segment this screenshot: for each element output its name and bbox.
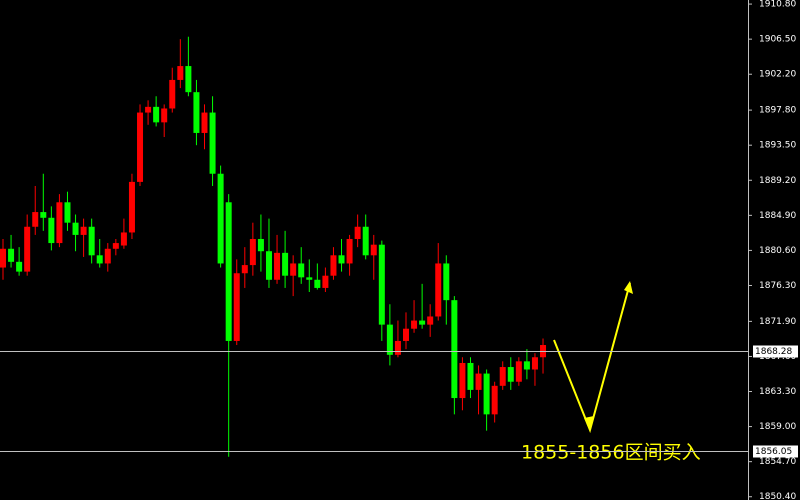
annotation: 1855-1856区间买入 <box>521 442 701 464</box>
candle-body <box>153 106 160 123</box>
y-tick-label: 1906.50 <box>759 35 796 45</box>
candle-body <box>403 328 409 341</box>
y-tick-label: 1880.60 <box>759 246 796 256</box>
candle-body <box>185 66 192 93</box>
candle-body <box>435 263 442 317</box>
candle-body <box>451 300 458 399</box>
candle-body <box>346 238 353 264</box>
candle-body <box>274 252 281 280</box>
arrow-head <box>584 416 594 432</box>
candle-body <box>499 367 506 386</box>
y-tick-label: 1850.40 <box>759 492 796 500</box>
arrow-head <box>624 281 633 294</box>
price-label: 1856.05 <box>755 447 792 457</box>
y-tick-label: 1893.50 <box>759 141 796 151</box>
candle-body <box>314 279 321 288</box>
candle-body <box>290 263 297 276</box>
candle-body <box>354 226 361 239</box>
y-tick-label: 1859.00 <box>759 422 796 432</box>
candle-body <box>362 226 369 256</box>
candle-body <box>394 340 401 355</box>
candle-body <box>0 248 6 268</box>
candle-body <box>40 212 47 218</box>
y-tick-label: 1884.90 <box>759 211 796 221</box>
candle-body <box>507 367 514 382</box>
candle-body <box>112 243 119 249</box>
candle-body <box>24 226 31 272</box>
price-label: 1868.28 <box>755 347 792 357</box>
price-label-box <box>753 345 798 358</box>
candle-body <box>322 275 329 288</box>
candle-body <box>233 273 240 341</box>
candle-body <box>257 238 264 252</box>
candle-body <box>32 212 39 227</box>
candle-body <box>467 362 474 390</box>
y-tick-label: 1897.80 <box>759 106 796 116</box>
y-tick-label: 1910.80 <box>759 0 796 10</box>
y-tick-label: 1871.90 <box>759 317 796 327</box>
candle-body <box>96 255 103 264</box>
candle-body <box>104 248 111 264</box>
candle-body <box>201 112 208 133</box>
candle-body <box>80 226 87 235</box>
candle-body <box>177 66 184 80</box>
candle-body <box>378 244 385 325</box>
price-label-box <box>753 445 798 458</box>
candle-body <box>64 202 71 223</box>
candle-body <box>265 251 272 280</box>
y-tick-label: 1902.20 <box>759 70 796 80</box>
y-tick-label: 1854.70 <box>759 457 796 467</box>
candle-body <box>161 108 168 123</box>
candle-body <box>209 112 216 174</box>
candle-body <box>483 373 490 415</box>
candle-body <box>56 202 63 244</box>
candle-body <box>419 320 426 325</box>
candle-body <box>427 316 434 325</box>
candle-body <box>491 385 498 415</box>
y-tick-label: 1863.30 <box>759 387 796 397</box>
candle-body <box>249 238 256 266</box>
candle-body <box>88 226 95 256</box>
candle-body <box>225 202 232 341</box>
candle-body <box>330 255 337 276</box>
y-tick-label: 1876.30 <box>759 281 796 291</box>
candle-body <box>370 244 377 256</box>
candle-body <box>193 92 200 133</box>
candle-body <box>217 173 224 264</box>
candle-body <box>338 255 345 264</box>
candle-body <box>459 362 466 399</box>
candle-body <box>386 324 393 355</box>
candle-body <box>169 79 176 109</box>
candle-body <box>515 361 522 382</box>
candle-body <box>48 217 55 244</box>
candle-body <box>282 252 289 276</box>
candle-body <box>128 181 135 233</box>
candle-body <box>241 265 248 274</box>
candle-body <box>137 112 144 182</box>
candle-body <box>306 277 313 280</box>
candle-body <box>16 261 23 272</box>
plot-area <box>0 36 547 457</box>
candle-body <box>475 373 482 390</box>
candle-body <box>443 263 450 301</box>
candle-body <box>120 232 127 246</box>
y-tick-label: 1889.20 <box>759 176 796 186</box>
candle-body <box>298 263 305 278</box>
candle-body <box>523 361 530 370</box>
candle-body <box>8 248 15 262</box>
candle-body <box>531 357 538 370</box>
candle-body <box>411 320 418 329</box>
candle-body <box>72 222 79 235</box>
candle-body <box>145 106 152 113</box>
